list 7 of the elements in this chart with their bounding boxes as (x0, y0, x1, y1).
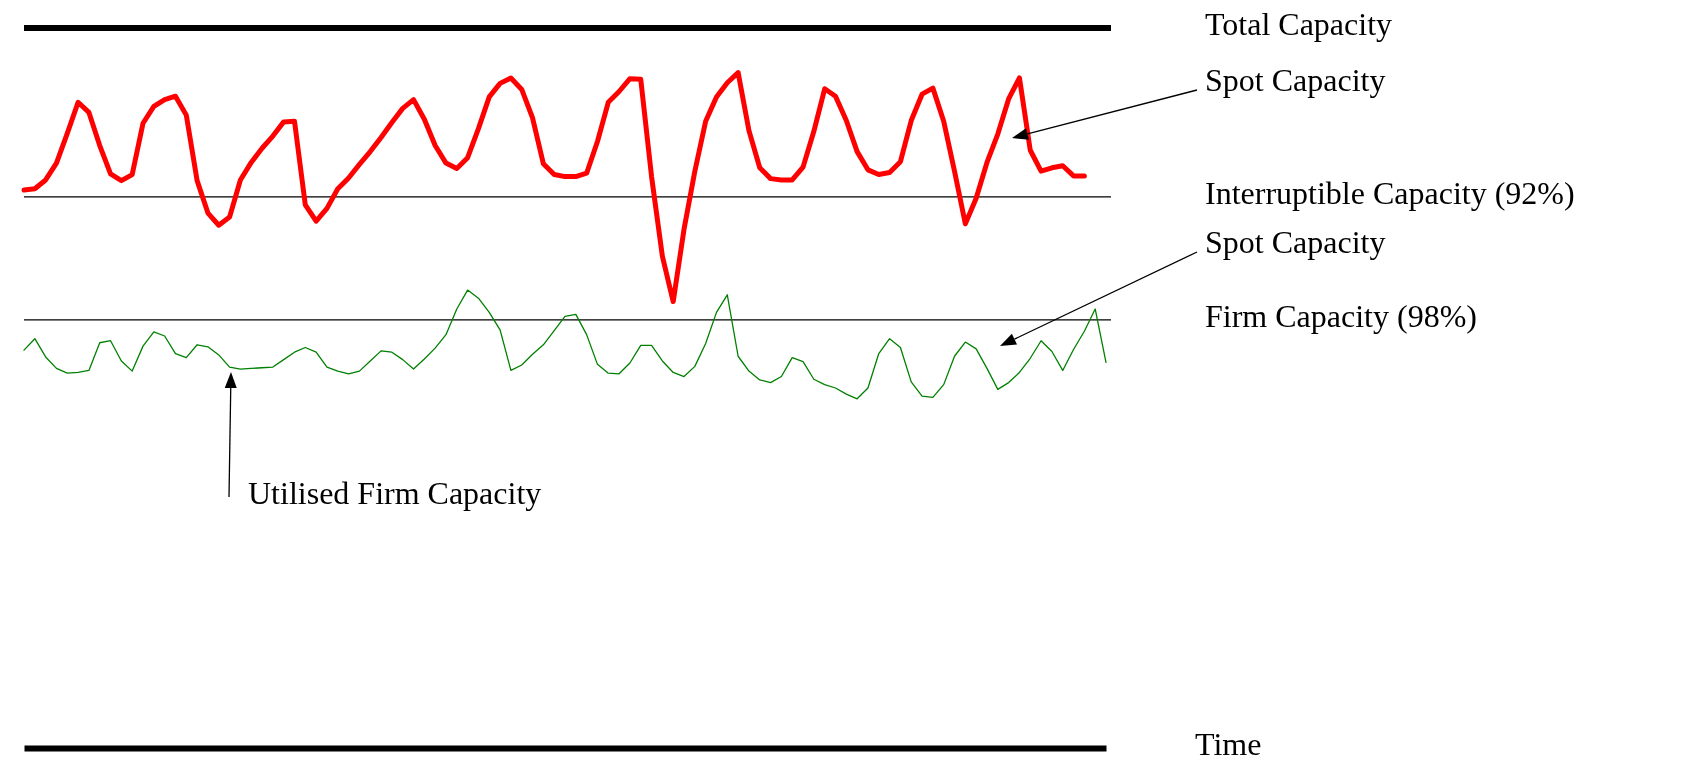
text: Spot Capacity (1205, 62, 1386, 99)
text: Spot Capacity (1205, 224, 1386, 261)
x-axis-title: Time (1195, 726, 1262, 763)
annotation: Utilised Firm Capacity (248, 475, 542, 512)
ref-line-label: Total Capacity (1205, 6, 1393, 43)
ref-line-label: Interruptible Capacity (92%) (1205, 175, 1575, 212)
ref-line-label: Firm Capacity (98%) (1205, 298, 1477, 335)
